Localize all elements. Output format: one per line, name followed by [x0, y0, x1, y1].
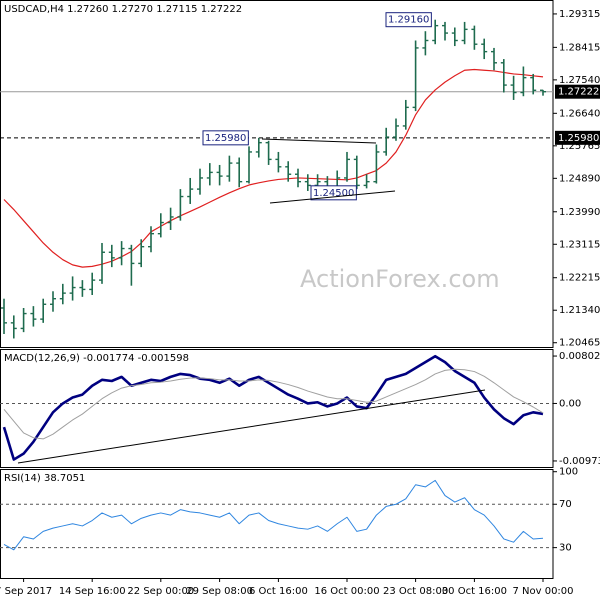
y-tick-label: 0.008027	[559, 351, 600, 362]
trend-line	[17, 389, 486, 464]
annotation-label: 1.24500	[313, 188, 354, 199]
price-line-box	[555, 84, 600, 99]
y-tick-label: -0.009737	[559, 456, 600, 467]
y-tick-label: 1.27540	[559, 75, 600, 86]
y-tick-label: 1.20465	[559, 338, 600, 349]
x-tick-label: 6 Oct 16:00	[249, 586, 308, 597]
x-tick-label: 23 Oct 08:00	[383, 586, 448, 597]
panel-title: RSI(14) 38.7051	[4, 473, 85, 484]
annotation-label: 1.29160	[388, 15, 429, 26]
y-tick-label: 1.23115	[559, 239, 600, 250]
series-line	[3, 479, 544, 551]
y-tick-label: 0.00	[559, 398, 581, 409]
series-line	[3, 368, 544, 440]
y-tick-label: 1.28415	[559, 42, 600, 53]
x-tick-label: 7 Nov 00:00	[512, 586, 573, 597]
x-tick-label: 29 Sep 08:00	[186, 586, 253, 597]
y-tick-label: 1.29315	[559, 9, 600, 20]
y-tick-label: 1.26640	[559, 108, 600, 119]
y-tick-label: 100	[559, 467, 578, 478]
panel-frame	[0, 469, 554, 579]
annotation-box	[202, 130, 249, 146]
moving-average	[3, 68, 544, 268]
watermark: ActionForex.com	[300, 265, 500, 293]
y-tick-label: 30	[559, 543, 572, 554]
panel-title: USDCAD,H4 1.27260 1.27270 1.27115 1.2722…	[4, 4, 242, 15]
y-tick-label: 1.25765	[559, 141, 600, 152]
annotation-box	[385, 12, 432, 28]
y-tick-label: 70	[559, 499, 572, 510]
y-tick-label: 1.24890	[559, 173, 600, 184]
y-tick-label: 1.23990	[559, 207, 600, 218]
x-tick-label: 14 Sep 16:00	[59, 586, 126, 597]
trend-line	[261, 138, 377, 144]
annotation-box	[310, 185, 357, 201]
price-line-box	[555, 130, 600, 145]
x-tick-label: 30 Oct 16:00	[442, 586, 507, 597]
trend-line	[269, 190, 396, 204]
x-tick-label: 16 Oct 00:00	[314, 586, 379, 597]
y-tick-label: 1.21340	[559, 305, 600, 316]
panel-title: MACD(12,26,9) -0.001774 -0.001598	[4, 353, 189, 364]
panel-frame	[0, 349, 554, 468]
annotation-label: 1.25980	[205, 133, 246, 144]
x-tick-label: 7 Sep 2017	[0, 586, 52, 597]
panel-frame	[0, 0, 554, 348]
y-tick-label: 1.22215	[559, 273, 600, 284]
x-tick-label: 22 Sep 00:00	[127, 586, 194, 597]
price-line-label: 1.27222	[558, 87, 599, 98]
price-line-label: 1.25980	[558, 133, 599, 144]
